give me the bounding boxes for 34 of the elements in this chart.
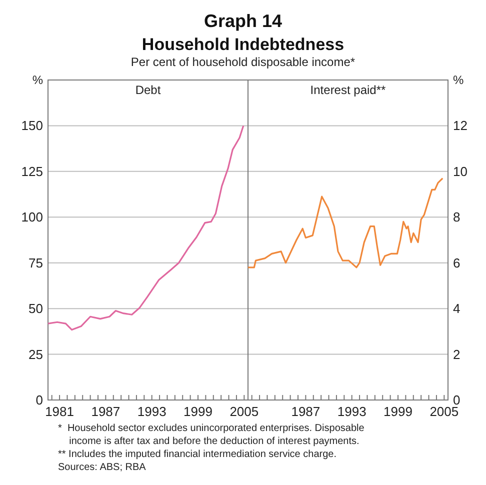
line-series	[47, 124, 244, 331]
y2-axis-title: %	[453, 73, 464, 87]
x-tick-label: 1993	[337, 404, 366, 419]
line-series	[247, 177, 444, 268]
chart-subtitle: Per cent of household disposable income*	[130, 55, 356, 69]
x-tick-label: 1999	[384, 404, 412, 419]
x-tick-label: 1981	[45, 404, 74, 419]
text: Debt	[135, 83, 162, 97]
y-tick-label: 25	[28, 346, 43, 362]
source-note: Sources: ABS; RBA	[58, 462, 146, 473]
text: ** Includes the imputed financial intermediation service charge.	[58, 449, 336, 460]
y-tick-label: 125	[21, 164, 43, 179]
text: income is after tax and before the deduction of interest payments.	[58, 436, 360, 447]
y2-tick-label: 2	[453, 346, 460, 362]
y-axis-title: %	[32, 73, 44, 87]
y-tick-label: 100	[21, 210, 43, 225]
x-tick-label: 2005	[230, 404, 259, 419]
chart-title: Household Indebtedness	[142, 35, 344, 54]
y-tick-label: 50	[28, 301, 43, 316]
x-tick-label: 1987	[91, 404, 120, 419]
x-tick-label: 1987	[291, 404, 320, 419]
x-tick-label: 1999	[184, 404, 212, 419]
text: * Household sector excludes unincorporated enterprises. Disposable	[58, 423, 365, 434]
y2-tick-label: 12	[453, 118, 468, 134]
y-tick-label: 0	[36, 392, 43, 408]
y2-tick-label: 10	[453, 164, 468, 179]
text: Interest paid**	[310, 83, 386, 97]
y-tick-label: 75	[28, 255, 43, 270]
caption: Graph 14	[204, 11, 282, 31]
y2-tick-label: 8	[453, 210, 460, 225]
x-tick-label: 1993	[137, 404, 166, 419]
y2-tick-label: 4	[453, 301, 460, 316]
y-tick-label: 150	[21, 118, 43, 134]
y2-tick-label: 6	[453, 255, 460, 270]
